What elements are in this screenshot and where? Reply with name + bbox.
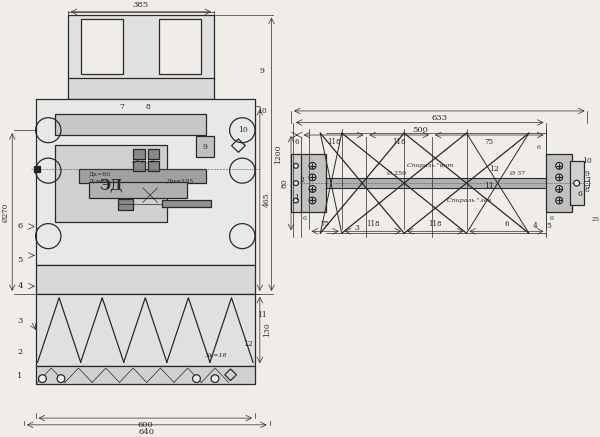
- Bar: [118, 198, 133, 210]
- Text: 6: 6: [577, 190, 582, 198]
- Text: 7: 7: [585, 176, 590, 184]
- Text: 4: 4: [533, 222, 538, 230]
- Circle shape: [556, 186, 563, 192]
- Text: 9: 9: [259, 66, 264, 75]
- Text: 3: 3: [355, 225, 360, 232]
- Text: 8: 8: [145, 103, 150, 111]
- Circle shape: [309, 186, 316, 192]
- Circle shape: [309, 163, 316, 169]
- Text: 80: 80: [280, 178, 288, 188]
- Text: 6: 6: [550, 216, 553, 221]
- Text: Хк=18: Хк=18: [205, 353, 227, 358]
- Text: 7: 7: [119, 103, 124, 111]
- Text: 465: 465: [263, 193, 271, 207]
- Bar: [89, 182, 187, 198]
- Bar: [291, 154, 301, 212]
- Circle shape: [309, 197, 316, 204]
- Text: 3: 3: [17, 317, 23, 325]
- Text: 633: 633: [431, 114, 447, 122]
- Text: 130: 130: [263, 323, 271, 337]
- Text: 5: 5: [17, 256, 23, 264]
- Text: 6: 6: [537, 145, 541, 150]
- Text: 10: 10: [238, 126, 248, 134]
- Bar: [34, 166, 40, 172]
- Circle shape: [574, 180, 580, 186]
- Text: 9: 9: [585, 170, 590, 177]
- Text: 6: 6: [295, 139, 299, 146]
- Text: 118: 118: [392, 139, 406, 146]
- Circle shape: [556, 163, 563, 169]
- Bar: [570, 161, 584, 205]
- Text: 385: 385: [133, 1, 149, 9]
- Bar: [326, 178, 562, 188]
- Bar: [148, 161, 160, 170]
- Bar: [35, 294, 255, 366]
- Text: 118: 118: [366, 220, 380, 229]
- Circle shape: [293, 198, 298, 203]
- Circle shape: [211, 375, 219, 382]
- Text: Ø 250: Ø 250: [387, 171, 406, 176]
- Text: 5: 5: [546, 222, 551, 230]
- Text: Ø 37: Ø 37: [509, 171, 525, 176]
- Text: 10: 10: [583, 157, 592, 165]
- Text: 11: 11: [484, 182, 494, 190]
- Bar: [299, 154, 326, 212]
- Text: Дк=80: Дк=80: [89, 171, 112, 176]
- Bar: [547, 154, 572, 212]
- Text: Д₁=80: Д₁=80: [89, 178, 110, 183]
- Text: 1200: 1200: [274, 145, 283, 164]
- Bar: [82, 20, 124, 74]
- Circle shape: [309, 174, 316, 181]
- Text: 118: 118: [428, 220, 442, 229]
- Text: 75: 75: [320, 220, 329, 229]
- Bar: [55, 114, 206, 135]
- Circle shape: [193, 375, 200, 382]
- Text: 4: 4: [17, 282, 23, 290]
- Bar: [35, 99, 255, 265]
- Text: Спираль "лев: Спираль "лев: [448, 198, 491, 203]
- Bar: [68, 15, 214, 80]
- Bar: [163, 200, 211, 207]
- Text: 12: 12: [489, 165, 499, 173]
- Text: ЭД: ЭД: [99, 178, 122, 192]
- Circle shape: [293, 181, 298, 186]
- Text: 10: 10: [257, 107, 266, 115]
- Bar: [133, 149, 145, 159]
- Text: 500: 500: [412, 126, 428, 134]
- Text: Спираль "вит: Спираль "вит: [407, 163, 454, 168]
- Text: Дм=195: Дм=195: [167, 178, 194, 183]
- Text: 9: 9: [203, 142, 208, 151]
- Bar: [133, 161, 145, 170]
- Text: 1: 1: [17, 372, 23, 380]
- Text: 1: 1: [295, 194, 299, 201]
- Text: 8: 8: [585, 186, 590, 194]
- Text: 2: 2: [17, 348, 23, 356]
- Text: 600: 600: [137, 421, 153, 430]
- Circle shape: [556, 197, 563, 204]
- Text: 75: 75: [485, 139, 494, 146]
- Text: 6: 6: [303, 216, 307, 221]
- Text: 640: 640: [139, 428, 155, 436]
- Bar: [160, 20, 202, 74]
- Text: 12: 12: [243, 340, 253, 348]
- Text: 2: 2: [299, 176, 304, 184]
- Text: 11: 11: [257, 311, 266, 319]
- Circle shape: [293, 163, 298, 168]
- Bar: [55, 145, 167, 222]
- Bar: [148, 149, 160, 159]
- Text: 6: 6: [17, 222, 23, 230]
- Circle shape: [38, 375, 46, 382]
- Bar: [68, 78, 214, 99]
- Bar: [35, 366, 255, 385]
- Circle shape: [556, 174, 563, 181]
- Text: Ø270: Ø270: [1, 202, 9, 222]
- Bar: [35, 265, 255, 294]
- Circle shape: [57, 375, 65, 382]
- Bar: [79, 169, 206, 183]
- Text: 118: 118: [327, 139, 340, 146]
- Text: L=1:18: L=1:18: [131, 159, 155, 163]
- Text: 6: 6: [504, 220, 509, 229]
- Text: 25: 25: [592, 217, 599, 222]
- Bar: [196, 136, 214, 157]
